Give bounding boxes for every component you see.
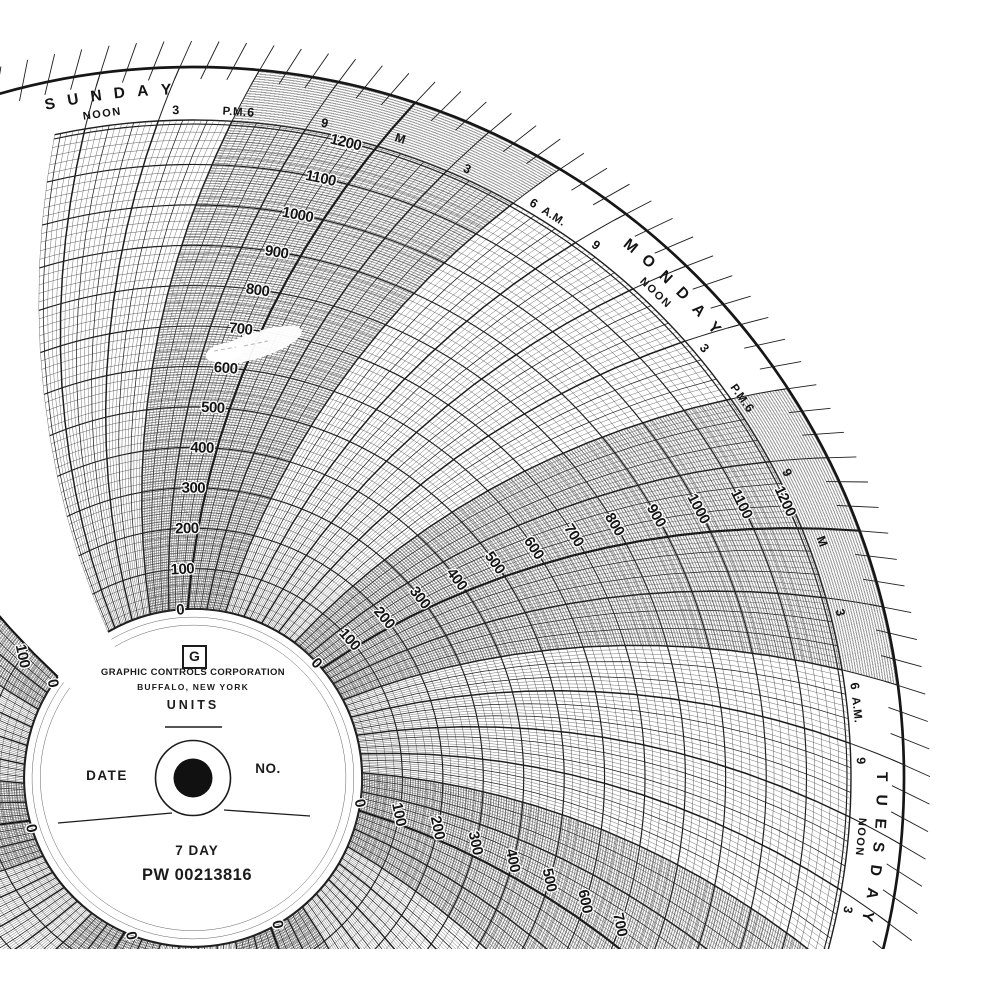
svg-text:D: D	[866, 864, 884, 877]
svg-text:9: 9	[589, 237, 603, 253]
svg-text:M: M	[393, 130, 408, 147]
svg-text:N: N	[89, 87, 102, 105]
svg-text:N: N	[656, 267, 676, 287]
duration-label: 7 DAY	[175, 843, 219, 858]
rim	[0, 40, 931, 949]
svg-text:9: 9	[320, 116, 330, 131]
svg-text:300: 300	[182, 480, 206, 497]
number-label: NO.	[255, 761, 281, 776]
svg-text:D: D	[672, 284, 692, 304]
svg-text:D: D	[113, 84, 126, 102]
svg-text:500: 500	[201, 399, 226, 417]
part-number-label: PW 00213816	[141, 866, 253, 884]
svg-text:M: M	[814, 534, 831, 549]
svg-text:E: E	[871, 818, 889, 829]
svg-text:800: 800	[245, 280, 271, 300]
svg-text:P.M.: P.M.	[222, 106, 247, 119]
svg-text:0: 0	[176, 601, 185, 619]
correction-smudge	[205, 325, 302, 365]
svg-text:3: 3	[833, 607, 848, 618]
svg-text:S: S	[869, 841, 887, 853]
date-label: DATE	[86, 768, 128, 783]
svg-text:6: 6	[247, 105, 256, 120]
svg-text:A: A	[688, 301, 708, 321]
svg-text:Y: Y	[704, 319, 724, 338]
svg-text:A.M.: A.M.	[849, 696, 864, 723]
svg-text:U: U	[66, 91, 80, 110]
svg-text:3: 3	[697, 341, 713, 356]
hub	[44, 629, 342, 927]
units-label: UNITS	[166, 698, 220, 712]
svg-text:O: O	[638, 251, 658, 272]
spindle-hole	[173, 758, 213, 798]
svg-text:900: 900	[264, 242, 290, 262]
svg-text:NOON: NOON	[82, 106, 122, 123]
svg-text:T: T	[873, 772, 890, 782]
svg-text:A: A	[862, 886, 881, 900]
svg-text:Y: Y	[858, 910, 877, 924]
night-shading	[0, 70, 898, 949]
svg-text:Y: Y	[161, 81, 173, 98]
svg-text:6: 6	[847, 682, 862, 691]
svg-text:700: 700	[228, 319, 253, 338]
svg-text:200: 200	[175, 520, 199, 538]
company-name: GRAPHIC CONTROLS CORPORATION	[100, 667, 286, 678]
svg-text:NOON: NOON	[853, 817, 868, 857]
company-city: BUFFALO, NEW YORK	[137, 682, 249, 692]
svg-text:400: 400	[190, 439, 214, 457]
svg-text:9: 9	[854, 757, 868, 765]
svg-text:600: 600	[213, 359, 238, 378]
logo-g-icon: G	[182, 645, 207, 669]
svg-text:100: 100	[282, 949, 304, 976]
svg-text:100: 100	[170, 560, 195, 578]
svg-text:100: 100	[101, 958, 123, 985]
svg-text:6: 6	[527, 196, 541, 212]
svg-text:3: 3	[840, 905, 855, 915]
svg-text:3: 3	[172, 103, 180, 117]
svg-text:U: U	[872, 794, 889, 806]
svg-text:S: S	[43, 95, 57, 114]
svg-text:A: A	[137, 82, 149, 100]
svg-text:M: M	[620, 236, 641, 257]
